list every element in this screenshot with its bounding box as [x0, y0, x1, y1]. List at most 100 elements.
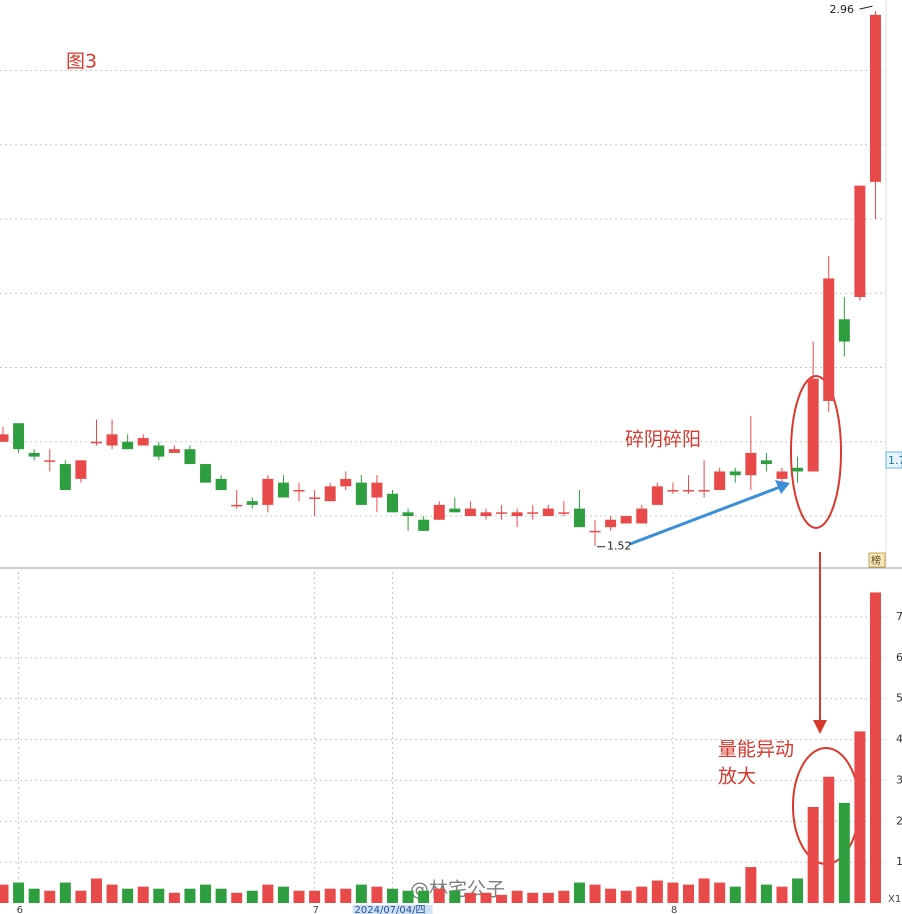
volume-bar	[231, 892, 243, 903]
candle-body	[480, 512, 492, 517]
volume-bar	[153, 888, 165, 903]
candle-body	[168, 449, 180, 453]
candle-body	[620, 516, 632, 524]
candle-body	[402, 512, 414, 517]
candle-body	[90, 441, 102, 444]
candle-body	[137, 438, 149, 446]
volume-bar	[324, 888, 336, 903]
candle-body	[698, 490, 710, 492]
candle-body	[246, 501, 258, 505]
candle-body	[75, 460, 87, 479]
volume-bar	[714, 882, 726, 903]
candle-body	[511, 512, 523, 517]
volume-bar	[511, 890, 523, 903]
candle-body	[13, 423, 25, 450]
candle-body	[371, 482, 383, 498]
volume-bar	[59, 882, 71, 903]
high-pointer	[859, 5, 873, 10]
volume-bar	[620, 890, 632, 903]
candle-body	[869, 14, 881, 182]
volume-bar	[262, 884, 274, 903]
x-tick-label: 2024/07/04/四	[355, 905, 426, 914]
candle-body	[122, 441, 134, 450]
volume-bar	[464, 892, 476, 903]
candle-body	[714, 471, 726, 491]
volume-bar	[589, 884, 601, 903]
candle-body	[496, 512, 508, 514]
volume-bar	[698, 878, 710, 903]
candle-body	[106, 434, 118, 446]
volume-bar	[760, 884, 772, 903]
annotation: 量能异动	[718, 739, 794, 761]
volume-bar	[184, 888, 196, 903]
figure-label: 图3	[66, 51, 97, 73]
y-tick-label: 5	[896, 692, 902, 705]
volume-bar	[44, 890, 56, 903]
volume-bar	[558, 890, 570, 903]
volume-bar	[527, 892, 539, 903]
arrow-head	[775, 480, 790, 494]
volume-bar	[387, 888, 398, 903]
volume-bar	[807, 806, 819, 903]
x-tick-label: 7	[313, 905, 319, 914]
volume-bar	[106, 884, 118, 903]
candle-body	[760, 460, 772, 465]
candle-body	[449, 508, 461, 513]
candle-body	[823, 278, 835, 401]
candle-body	[683, 490, 695, 492]
volume-bar	[340, 888, 352, 903]
volume-bar	[776, 886, 788, 903]
arrow	[629, 485, 781, 546]
volume-bar	[277, 886, 289, 903]
volume-bar	[355, 884, 367, 903]
candle-body	[558, 512, 570, 514]
y-tick-label: 7	[896, 610, 902, 623]
candle-body	[262, 478, 274, 505]
volume-bar	[246, 890, 258, 903]
candle-body	[387, 493, 398, 513]
volume-bar	[90, 878, 102, 903]
volume-bar	[667, 882, 679, 903]
candle-body	[293, 490, 305, 492]
x-tick-label: 6	[17, 905, 23, 914]
candle-body	[28, 452, 40, 457]
volume-bar	[293, 890, 305, 903]
y-tick-label: 2	[896, 814, 902, 827]
price-tag-box	[885, 451, 902, 469]
candle-body	[573, 508, 585, 528]
y-tick-label: 4	[896, 733, 902, 746]
candle-body	[340, 478, 352, 487]
candle-body	[355, 482, 367, 505]
volume-bar	[418, 890, 430, 903]
volume-bar	[683, 884, 695, 903]
volume-bar	[371, 886, 383, 903]
candle-body	[776, 471, 788, 479]
volume-bar	[854, 731, 866, 903]
volume-bar	[215, 888, 227, 903]
candle-body	[729, 471, 741, 476]
candle-body	[636, 508, 648, 524]
volume-bar	[496, 894, 508, 903]
annotation: 碎阴碎阳	[625, 429, 701, 451]
arrow-head	[813, 720, 827, 734]
side-button[interactable]	[868, 552, 886, 568]
y-tick-label: 1	[896, 855, 902, 868]
volume-bar	[480, 892, 492, 903]
candle-body	[200, 464, 212, 483]
volume-bar	[200, 884, 212, 903]
volume-bar	[433, 888, 445, 903]
candle-body	[792, 467, 804, 472]
volume-bar	[542, 892, 554, 903]
side-button-label[interactable]: 榜	[871, 554, 881, 567]
candle-body	[231, 504, 243, 507]
volume-bar	[823, 776, 835, 903]
volume-bar	[573, 882, 585, 903]
highlight-ellipse	[790, 375, 842, 529]
volume-bar	[729, 886, 741, 903]
zoom-label[interactable]: X1	[888, 894, 901, 905]
x-tick-label: 8	[671, 905, 677, 914]
y-tick-label: 6	[896, 651, 902, 664]
candle-body	[0, 434, 9, 442]
candle-body	[807, 378, 819, 472]
